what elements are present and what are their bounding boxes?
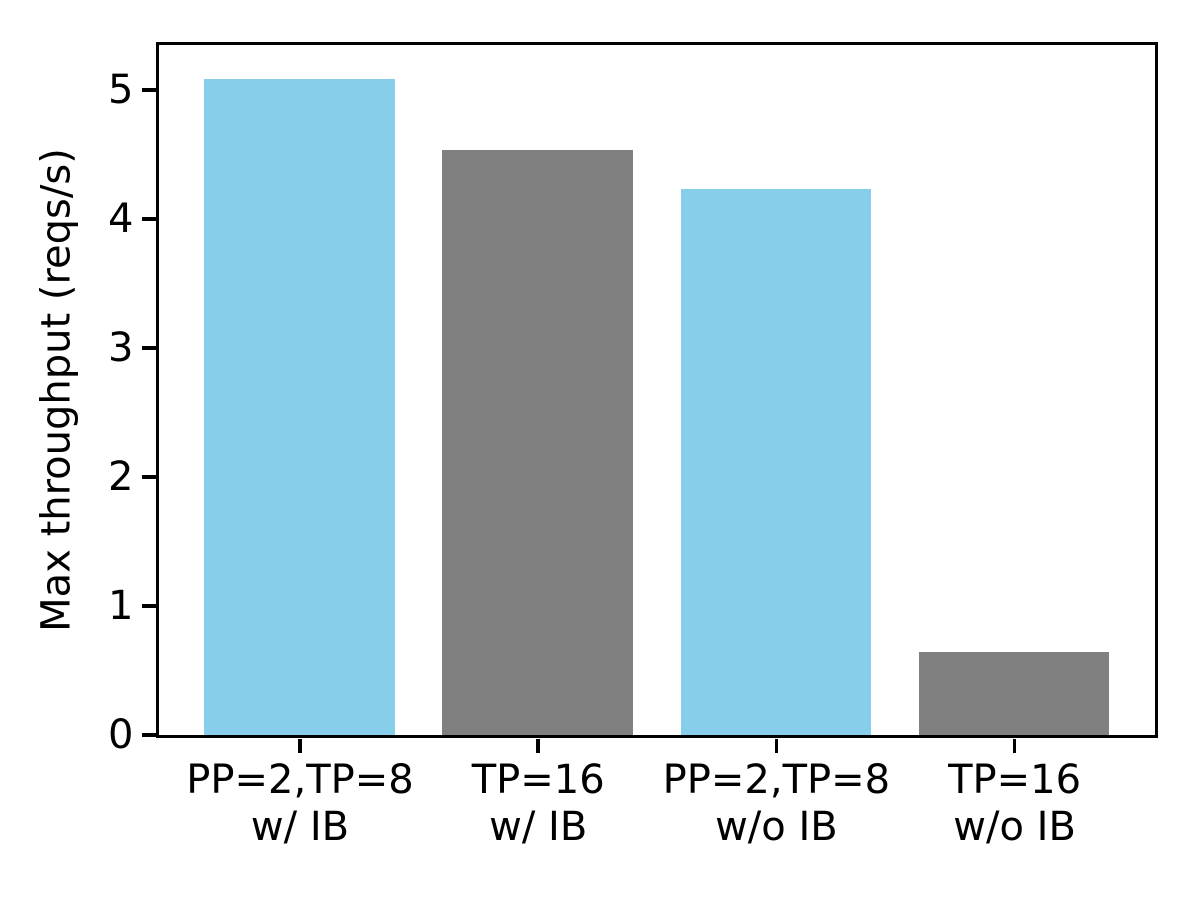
bar-pp-2-tp-8-w-ib	[204, 79, 395, 735]
bar-tp-16-w-o-ib	[918, 651, 1110, 735]
x-tick-label-tp-16-w-o-ib: TP=16 w/o IB	[948, 757, 1082, 850]
y-tick-2	[141, 475, 156, 479]
plot-area	[155, 41, 1158, 738]
y-tick-4	[141, 217, 156, 221]
x-tick-label-pp-2-tp-8-w-o-ib: PP=2,TP=8 w/o IB	[662, 757, 891, 850]
y-tick-label-5: 5	[108, 66, 134, 113]
y-tick-0	[141, 733, 156, 737]
x-tick-label-pp-2-tp-8-w-ib: PP=2,TP=8 w/ IB	[186, 757, 414, 850]
x-tick-3	[1012, 738, 1017, 753]
y-tick-label-4: 4	[108, 195, 134, 242]
y-tick-3	[141, 346, 156, 350]
x-tick-0	[298, 738, 302, 753]
y-tick-label-1: 1	[108, 582, 134, 629]
x-tick-label-tp-16-w-ib: TP=16 w/ IB	[471, 757, 605, 850]
y-tick-1	[141, 604, 156, 608]
bar-tp-16-w-ib	[442, 150, 633, 735]
x-tick-1	[536, 738, 540, 753]
y-tick-label-2: 2	[108, 453, 134, 500]
y-tick-label-0: 0	[108, 711, 134, 758]
x-tick-2	[774, 738, 779, 753]
y-tick-5	[141, 88, 156, 92]
bar-pp-2-tp-8-w-o-ib	[680, 188, 872, 735]
y-tick-label-3: 3	[108, 324, 134, 371]
